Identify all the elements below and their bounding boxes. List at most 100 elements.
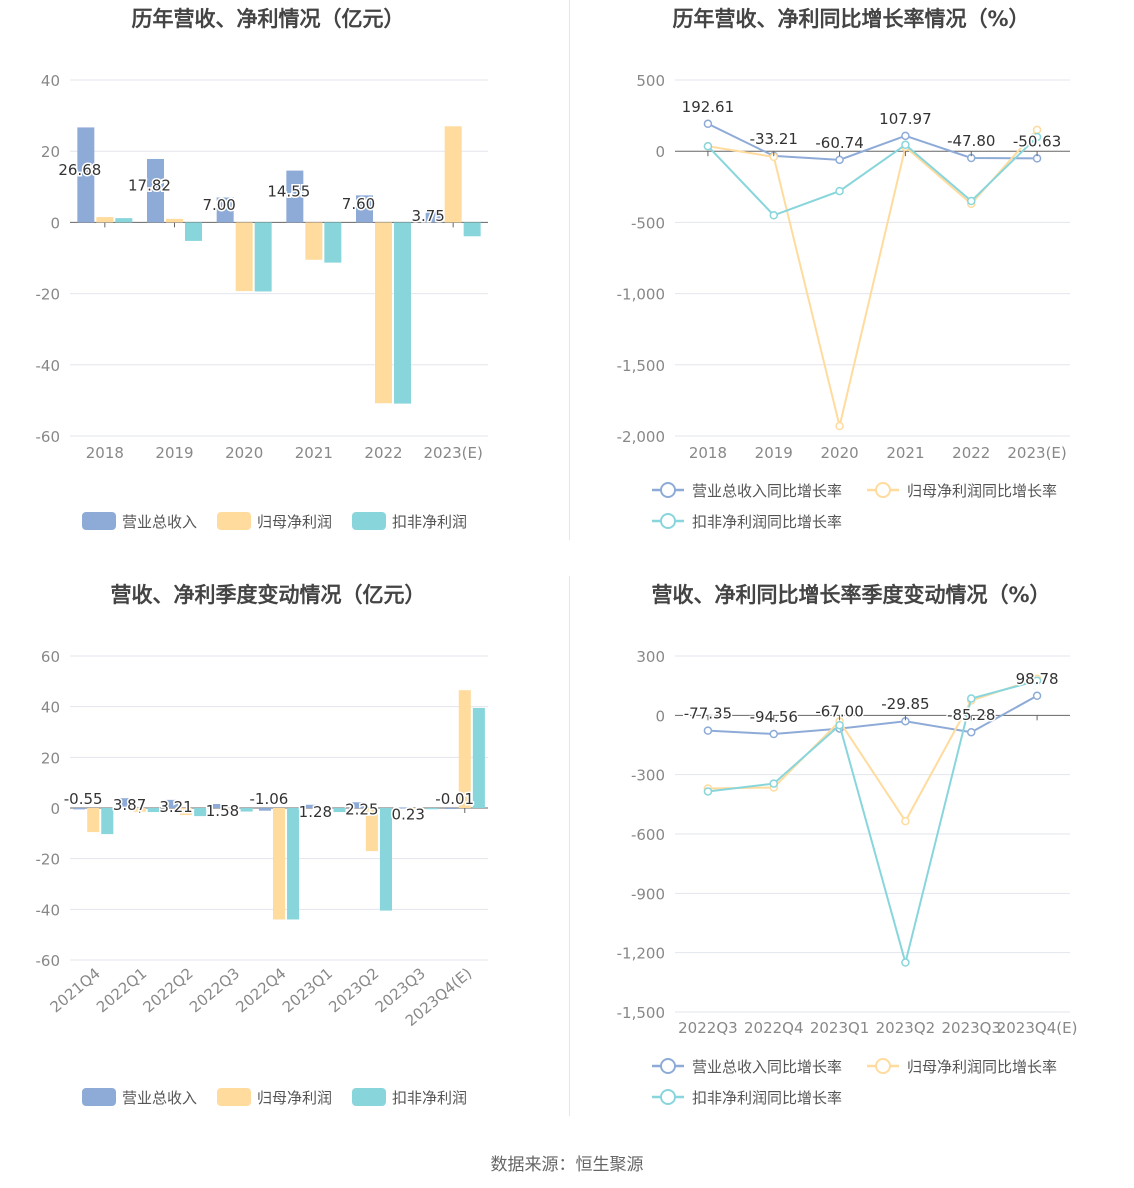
bar (77, 127, 95, 223)
bar (119, 798, 132, 808)
x-tick-label: 2023Q1 (279, 964, 336, 1016)
bar (240, 808, 253, 812)
data-label: -0.01 (435, 790, 474, 808)
bar (147, 158, 164, 223)
data-label: 17.82 (128, 177, 171, 195)
y-tick-label: -40 (36, 901, 61, 919)
x-tick-label: 2023Q1 (810, 1019, 870, 1037)
bar (147, 808, 160, 813)
data-label: -85.28 (947, 706, 995, 724)
quarterly-revenue-profit-chart: 营收、净利季度变动情况（亿元） 60 40 20 0 -20 -40 -60 2021Q4 202… (0, 576, 567, 1152)
x-tick-label: 2023Q2 (876, 1019, 936, 1037)
bar (394, 222, 411, 404)
data-point (835, 720, 844, 730)
chart-title: 历年营收、净利情况（亿元） (132, 7, 405, 31)
legend-label: 营业总收入 (122, 513, 197, 531)
y-tick-label: -300 (631, 767, 665, 785)
bar (444, 126, 462, 223)
legend-swatch (82, 1088, 116, 1106)
x-tick-label: 2023Q4(E) (997, 1019, 1078, 1037)
bar (165, 799, 179, 808)
data-point (967, 196, 976, 206)
x-tick-label: 2023(E) (423, 444, 482, 462)
bar (426, 808, 439, 810)
series-line (707, 694, 1038, 736)
bar (226, 808, 239, 811)
bar (87, 808, 100, 833)
x-tick-label: 2023Q2 (325, 964, 382, 1016)
data-point (703, 141, 713, 151)
bar (101, 808, 114, 835)
chart-title: 历年营收、净利同比增长率情况（%） (672, 7, 1029, 31)
divider-top (569, 0, 570, 540)
bar (286, 170, 304, 223)
x-tick-label: 2022Q3 (678, 1019, 738, 1037)
bar (166, 218, 183, 223)
bar (185, 222, 202, 241)
legend-swatch (217, 1088, 251, 1106)
data-label: 192.61 (682, 98, 735, 116)
legend-swatch (352, 512, 386, 530)
bar (398, 807, 411, 809)
x-tick-label: 2023Q3 (941, 1019, 1001, 1037)
x-tick-label: 2021 (295, 444, 333, 462)
y-tick-label: -60 (36, 428, 61, 446)
annual-revenue-profit-chart: 历年营收、净利情况（亿元） 40 20 0 -20 -40 -60 2018 2019 2020 2… (0, 0, 567, 576)
data-label: 3.87 (113, 796, 146, 814)
legend-marker (660, 1089, 676, 1105)
y-tick-label: -500 (631, 214, 665, 232)
bar (375, 222, 392, 404)
legend-marker (875, 1058, 891, 1074)
bar (73, 808, 86, 810)
bar (333, 808, 346, 813)
bar (458, 690, 471, 808)
y-tick-label: 20 (41, 749, 60, 767)
data-label: -29.85 (881, 695, 929, 713)
y-tick-label: -20 (36, 286, 61, 304)
bar (365, 808, 378, 852)
x-tick-label: 2022Q4 (744, 1019, 804, 1037)
legend-label: 扣非净利润 (392, 1089, 467, 1107)
chart-svg: 营收、净利季度变动情况（亿元）6040200-20-40-602021Q4202… (36, 583, 488, 1107)
series-line (707, 679, 1038, 967)
x-tick-label: 2023(E) (1007, 444, 1066, 462)
data-source-label: 数据来源：恒生聚源 (490, 1155, 644, 1175)
data-point (703, 787, 713, 796)
bar (305, 222, 323, 260)
bar (319, 808, 332, 810)
data-label: 14.55 (267, 183, 310, 201)
y-tick-label: -40 (36, 357, 61, 375)
y-tick-label: 300 (636, 648, 665, 666)
y-tick-label: -20 (36, 851, 61, 869)
bar (194, 808, 207, 817)
annual-growth-rate-chart: 历年营收、净利同比增长率情况（%） 500 0 -500 -1,000 -1,500 -2,… (567, 0, 1134, 576)
y-tick-label: 40 (41, 699, 60, 717)
legend-marker (660, 482, 676, 498)
chart-title: 营收、净利同比增长率季度变动情况（%） (651, 583, 1050, 607)
x-tick-label: 2022 (364, 444, 402, 462)
y-tick-label: 40 (41, 72, 60, 90)
legend-swatch (82, 512, 116, 530)
chart-svg: 历年营收、净利情况（亿元） 40 20 0 -20 -40 -60 2018 2019 2020 2… (36, 7, 488, 531)
bar (115, 218, 133, 223)
y-tick-label: 60 (41, 648, 60, 666)
x-tick-label: 2018 (689, 444, 727, 462)
legend-label: 归母净利润同比增长率 (907, 482, 1057, 500)
series-line (707, 136, 1038, 217)
data-label: 0.23 (392, 805, 425, 823)
legend-swatch (352, 1088, 386, 1106)
bar (305, 804, 318, 808)
data-label: 7.60 (342, 195, 375, 213)
data-point (835, 421, 844, 431)
bar (133, 808, 146, 812)
data-label: -60.74 (815, 134, 863, 152)
x-tick-label: 2022Q2 (140, 964, 197, 1016)
legend-label: 归母净利润同比增长率 (907, 1058, 1057, 1076)
bar (444, 808, 457, 809)
quarterly-growth-rate-chart: 营收、净利同比增长率季度变动情况（%） 300 0 -300 -600 -900 -1,20… (567, 576, 1134, 1152)
bar (351, 802, 364, 808)
y-tick-label: 0 (50, 214, 60, 232)
x-tick-label: 2021 (886, 444, 924, 462)
data-label: 7.00 (202, 196, 235, 214)
bar (463, 222, 481, 237)
